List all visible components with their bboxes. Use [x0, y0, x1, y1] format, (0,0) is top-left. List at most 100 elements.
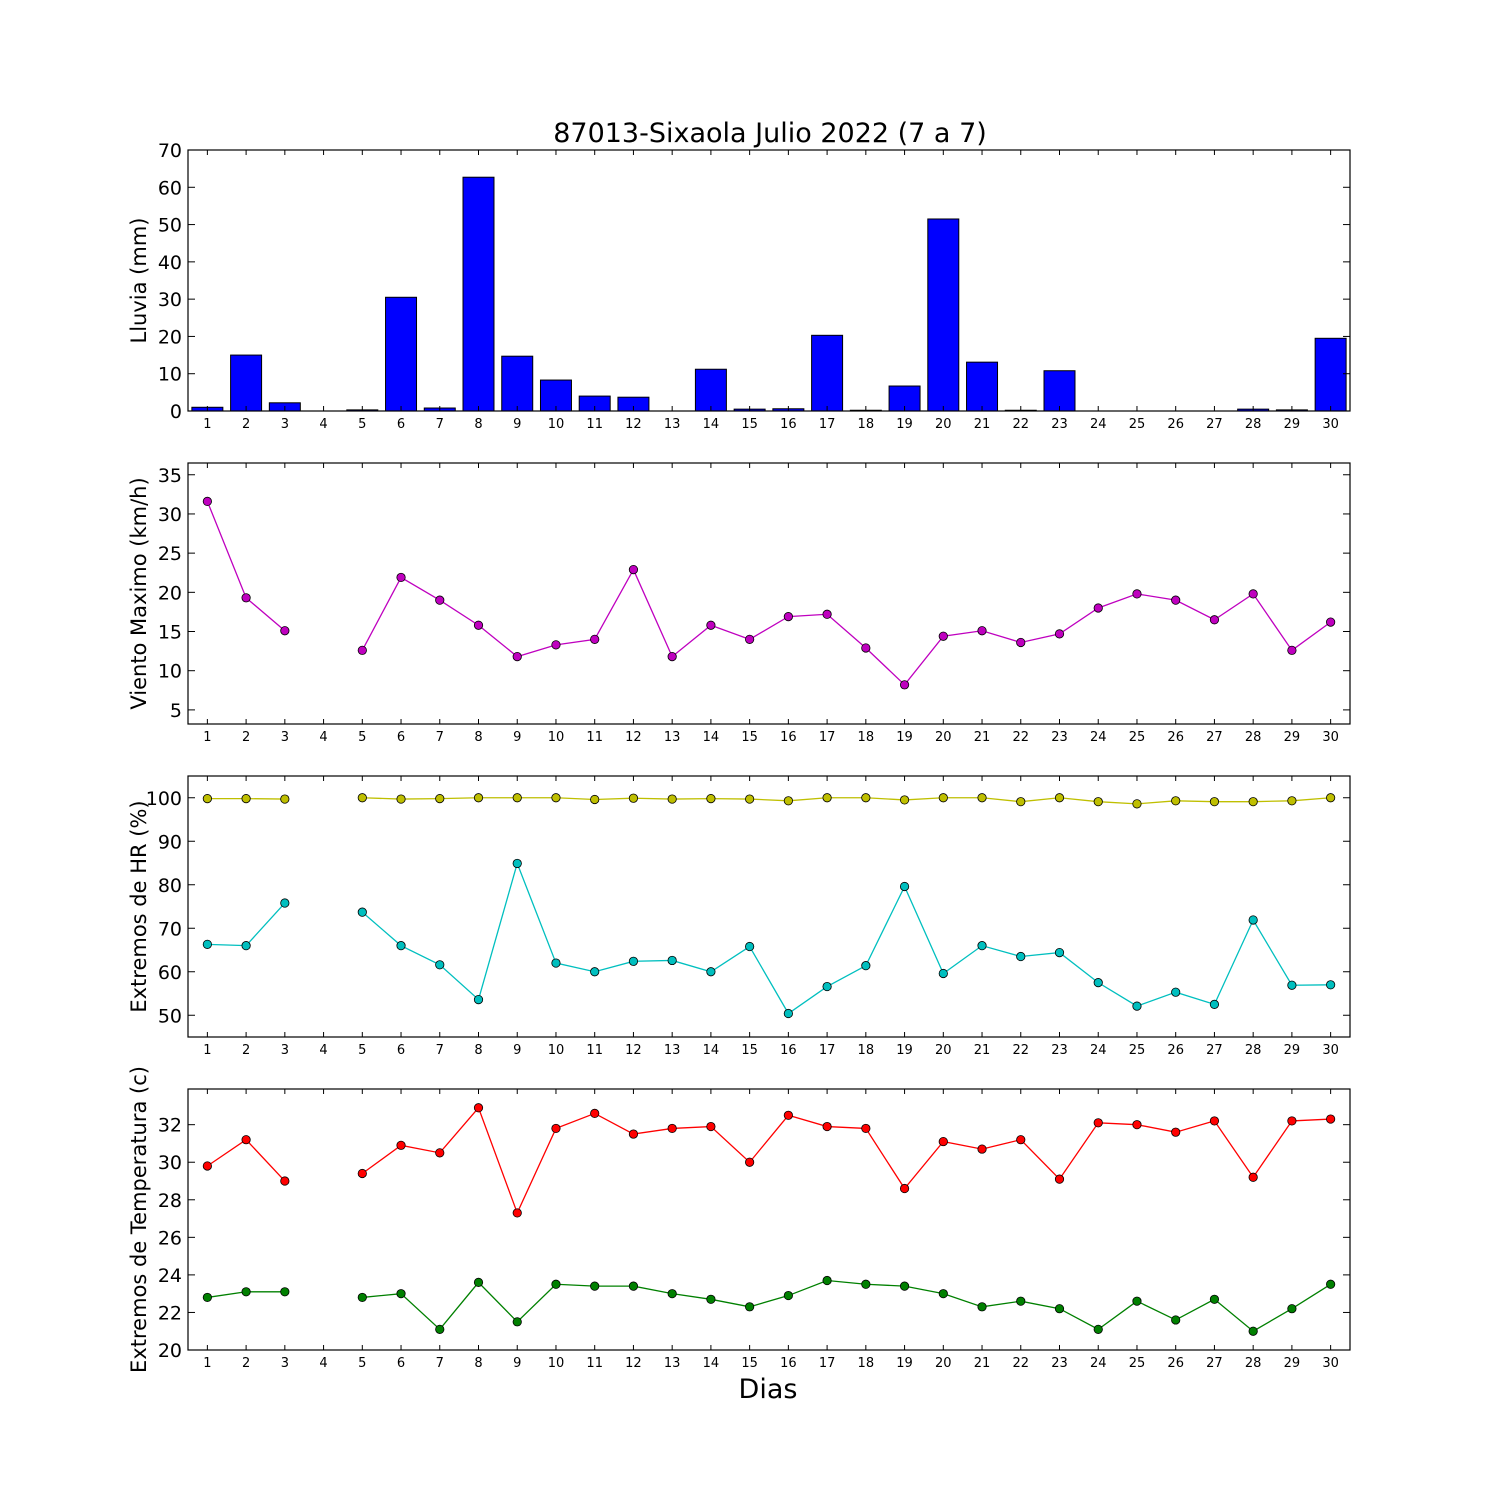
- x-tick-label: 19: [896, 417, 913, 432]
- data-point: [1248, 1172, 1258, 1182]
- data-point: [1248, 915, 1258, 925]
- data-point: [512, 1208, 522, 1218]
- data-point: [745, 1302, 755, 1312]
- y-tick-label: 28: [158, 1190, 182, 1212]
- data-point: [1132, 1120, 1142, 1130]
- data-point: [280, 898, 290, 908]
- data-point: [1054, 948, 1065, 958]
- data-point: [667, 955, 677, 966]
- data-point: [1054, 793, 1065, 803]
- data-point: [357, 1292, 367, 1303]
- x-tick-label: 17: [819, 417, 836, 432]
- x-tick-label: 29: [1284, 1043, 1301, 1058]
- x-tick-label: 10: [548, 730, 565, 745]
- data-point: [783, 1110, 793, 1120]
- data-point: [1171, 796, 1181, 806]
- data-point: [938, 968, 948, 979]
- x-tick-label: 25: [1129, 730, 1146, 745]
- data-point: [241, 941, 251, 951]
- data-point: [1248, 797, 1258, 807]
- y-tick-label: 60: [158, 177, 182, 199]
- x-tick-label: 9: [513, 730, 521, 745]
- data-point: [977, 1144, 987, 1154]
- x-tick-label: 4: [319, 730, 327, 745]
- x-tick-label: 26: [1167, 1356, 1184, 1371]
- plot-frame: [187, 149, 1351, 412]
- data-point: [202, 1161, 212, 1171]
- x-tick-label: 1: [203, 417, 211, 432]
- x-tick-label: 3: [281, 417, 289, 432]
- data-point: [783, 1008, 793, 1019]
- x-tick-label: 19: [896, 1356, 913, 1371]
- x-tick-label: 23: [1051, 417, 1068, 432]
- data-point: [899, 1281, 910, 1291]
- data-point: [628, 564, 639, 575]
- data-point: [241, 794, 251, 804]
- data-point: [822, 981, 832, 992]
- data-point: [590, 1281, 600, 1291]
- data-point: [551, 793, 561, 803]
- y-tick-label: 22: [158, 1302, 182, 1324]
- x-tick-label: 1: [203, 1043, 211, 1058]
- data-point: [357, 1168, 367, 1179]
- data-point: [745, 634, 755, 644]
- x-tick-label: 15: [741, 730, 758, 745]
- x-tick-label: 3: [281, 730, 289, 745]
- x-tick-label: 20: [935, 1043, 952, 1058]
- data-point: [1016, 797, 1026, 807]
- data-point: [1287, 980, 1297, 990]
- data-point: [1326, 1114, 1336, 1124]
- data-point: [1016, 1296, 1026, 1306]
- bar: [1314, 337, 1347, 412]
- x-tick-label: 8: [474, 1043, 482, 1058]
- data-point: [512, 1317, 522, 1327]
- data-point: [783, 1290, 793, 1301]
- data-point: [628, 956, 639, 966]
- x-tick-label: 14: [703, 1043, 720, 1058]
- data-point: [1248, 1326, 1258, 1336]
- x-tick-label: 18: [858, 417, 875, 432]
- data-point: [1016, 637, 1026, 648]
- x-tick-label: 22: [1012, 1356, 1029, 1371]
- x-tick-label: 7: [436, 1356, 444, 1371]
- x-tick-label: 28: [1245, 1356, 1262, 1371]
- data-point: [1326, 980, 1336, 990]
- data-point: [783, 796, 793, 806]
- data-point: [280, 1287, 290, 1297]
- x-tick-label: 26: [1167, 1043, 1184, 1058]
- bar: [501, 355, 534, 412]
- x-tick-label: 18: [858, 1043, 875, 1058]
- data-point: [551, 1279, 561, 1289]
- x-tick-label: 13: [664, 417, 681, 432]
- data-point: [861, 1279, 871, 1289]
- data-point: [1016, 951, 1026, 962]
- x-tick-label: 20: [935, 1356, 952, 1371]
- data-point: [861, 643, 871, 653]
- data-point: [551, 958, 561, 968]
- x-tick-label: 25: [1129, 1043, 1146, 1058]
- x-tick-label: 15: [741, 417, 758, 432]
- y-tick-label: 20: [158, 326, 182, 348]
- x-tick-label: 4: [319, 1043, 327, 1058]
- plot-area: [188, 1089, 1350, 1350]
- data-point: [473, 994, 484, 1005]
- bar: [230, 354, 263, 412]
- data-point: [473, 620, 484, 630]
- series-line: [362, 797, 1331, 805]
- data-point: [396, 1289, 406, 1299]
- x-tick-label: 5: [358, 730, 366, 745]
- data-point: [822, 1121, 832, 1132]
- data-point: [861, 961, 871, 971]
- x-tick-label: 16: [780, 730, 797, 745]
- data-point: [357, 907, 367, 917]
- x-tick-label: 27: [1206, 417, 1223, 432]
- x-tick-label: 17: [819, 1356, 836, 1371]
- x-tick-label: 14: [703, 730, 720, 745]
- y-tick-label: 30: [158, 1152, 182, 1174]
- y-tick-label: 50: [158, 215, 182, 237]
- y-tick-label: 25: [158, 543, 182, 565]
- data-point: [977, 626, 987, 636]
- x-tick-label: 12: [625, 1356, 642, 1371]
- y-axis-label: Viento Maximo (km/h): [127, 477, 151, 709]
